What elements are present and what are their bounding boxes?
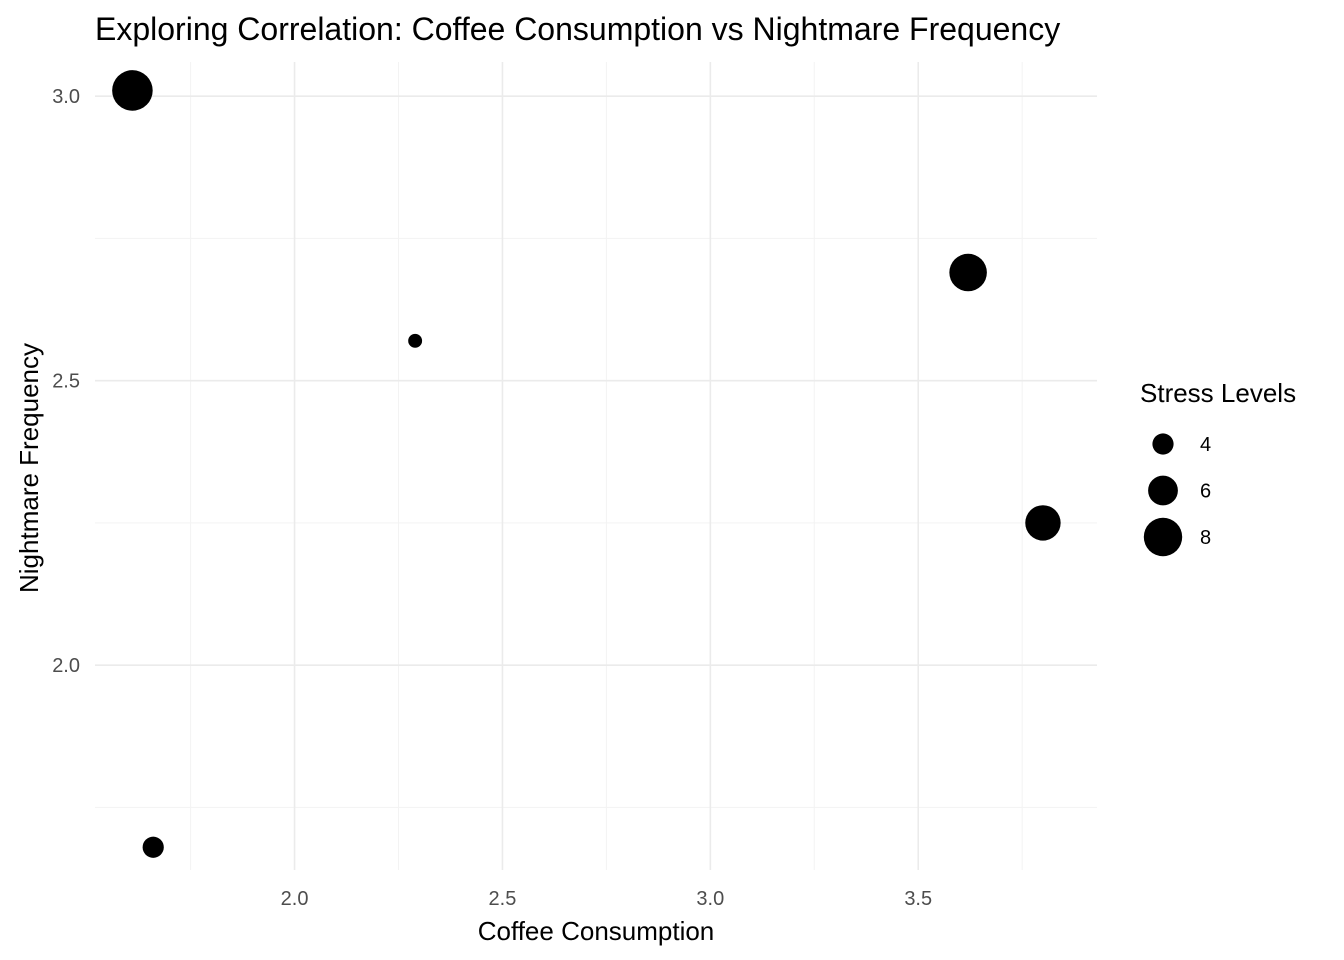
data-point xyxy=(142,836,164,858)
legend-key-label: 6 xyxy=(1200,481,1211,503)
y-tick-label: 2.0 xyxy=(52,655,80,677)
data-point xyxy=(112,70,153,111)
data-point xyxy=(1025,505,1061,541)
y-axis-ticks: 2.0 2.5 3.0 xyxy=(52,86,80,677)
legend-key-label: 4 xyxy=(1200,434,1211,456)
chart-title: Exploring Correlation: Coffee Consumptio… xyxy=(95,11,1060,47)
legend-key-circle xyxy=(1148,475,1178,506)
x-tick-label: 2.5 xyxy=(489,888,517,910)
data-point xyxy=(949,253,987,292)
data-points xyxy=(112,70,1061,858)
legend-key-label: 8 xyxy=(1200,527,1211,549)
y-tick-label: 3.0 xyxy=(52,86,80,108)
x-axis-ticks: 2.0 2.5 3.0 3.5 xyxy=(281,888,932,910)
legend-key-circle xyxy=(1143,517,1183,557)
legend-keys: 4 6 8 xyxy=(1143,433,1211,557)
legend-key-circle xyxy=(1152,433,1174,455)
x-axis-title: Coffee Consumption xyxy=(478,916,715,946)
y-axis-title: Nightmare Frequency xyxy=(14,343,44,593)
x-tick-label: 2.0 xyxy=(281,888,309,910)
legend-title: Stress Levels xyxy=(1140,378,1296,408)
x-tick-label: 3.5 xyxy=(904,888,932,910)
y-tick-label: 2.5 xyxy=(52,371,80,393)
x-tick-label: 3.0 xyxy=(696,888,724,910)
grid xyxy=(95,62,1097,870)
data-point xyxy=(408,333,423,348)
size-legend: Stress Levels 4 6 8 xyxy=(1140,378,1296,557)
